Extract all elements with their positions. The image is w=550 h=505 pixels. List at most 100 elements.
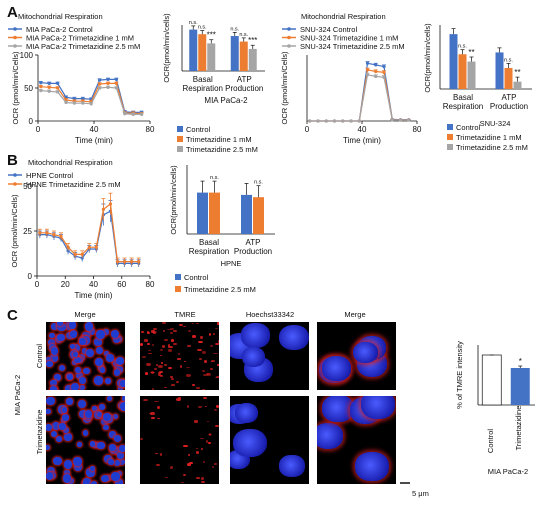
cell-nucleus: [86, 468, 96, 477]
data-point: [108, 202, 113, 206]
data-point: [332, 119, 337, 123]
data-point: [316, 119, 320, 123]
mitochondria-signal: [205, 372, 211, 375]
bar: [241, 194, 252, 234]
cell-nucleus: [67, 373, 74, 380]
mitochondria-signal: [209, 333, 212, 337]
mitochondria-signal: [200, 448, 204, 450]
mitochondria-signal: [140, 343, 144, 347]
cell-nucleus: [73, 457, 82, 467]
significance-label: n.s.: [504, 57, 513, 63]
significance-label: n.s.: [198, 25, 207, 31]
cell-nucleus: [66, 331, 74, 340]
data-point: [47, 85, 51, 89]
cell-nucleus: [70, 330, 78, 338]
mitochondria-signal: [140, 438, 144, 441]
cell-nucleus: [85, 348, 95, 358]
mitochondria-signal: [191, 335, 197, 338]
cell-nucleus: [92, 406, 98, 412]
cell-nucleus: [111, 472, 120, 481]
cell-nucleus: [114, 434, 122, 443]
data-point: [101, 207, 105, 211]
cell-nucleus: [81, 348, 88, 354]
data-point: [106, 77, 110, 82]
cell-nucleus: [79, 384, 85, 390]
cell-nucleus: [101, 474, 109, 483]
cell-nucleus: [241, 323, 271, 348]
y-tick-label: 0: [28, 272, 33, 281]
cell-nucleus: [84, 410, 93, 419]
bar-group-label: HPNE: [221, 259, 242, 268]
cell-nucleus: [62, 413, 69, 421]
mitochondria-signal: [152, 331, 158, 334]
series-line-2: [309, 74, 409, 122]
chart-title: Mitochondrial Respiration: [18, 12, 103, 21]
cell-nucleus: [119, 402, 125, 411]
cell-nucleus: [46, 396, 55, 406]
cell-nucleus: [49, 386, 57, 390]
panel-label-a: A: [7, 4, 18, 21]
legend-swatch-0: [177, 126, 183, 132]
mitochondria-signal: [167, 345, 173, 349]
cell-nucleus: [82, 430, 89, 436]
cell-nucleus: [61, 407, 67, 413]
cell-nucleus: [104, 378, 111, 385]
significance-label: **: [468, 48, 474, 57]
cell-nucleus: [110, 329, 119, 339]
data-point: [349, 119, 353, 123]
category-label: Respiration: [443, 102, 483, 111]
mitochondria-signal: [201, 476, 204, 480]
category-label: ATP: [502, 93, 517, 102]
mitochondria-signal: [182, 325, 187, 327]
mitochondria-signal: [151, 344, 154, 347]
cell-nucleus: [78, 409, 88, 419]
y-tick-label: 50: [24, 84, 33, 93]
mitochondria-signal: [182, 444, 188, 448]
bar: [239, 41, 248, 71]
mitochondria-signal: [146, 342, 151, 346]
x-tick-label: 0: [35, 280, 40, 289]
cell-nucleus: [92, 441, 100, 449]
cell-nucleus: [89, 441, 96, 447]
cell-nucleus: [64, 433, 72, 441]
bar: [513, 81, 522, 89]
legend-label: MIA PaCa-2 Trimetazidine 2.5 mM: [26, 42, 140, 51]
cell-nucleus: [46, 409, 51, 415]
mitochondria-signal: [151, 388, 154, 390]
data-point: [357, 119, 361, 123]
legend-label: HPNE Trimetazidine 2.5 mM: [26, 180, 121, 189]
significance-label: n.s.: [230, 26, 239, 32]
mitochondria-signal: [193, 420, 199, 423]
mitochondria-signal: [164, 363, 167, 367]
micrograph-hoechst: [230, 322, 309, 390]
bar: [209, 192, 220, 234]
data-point: [382, 64, 386, 69]
cell-nucleus: [49, 332, 55, 338]
category-label: Basal: [453, 93, 473, 102]
column-header: TMRE: [174, 310, 195, 319]
mitochondria-signal: [202, 370, 206, 373]
mitochondria-signal: [214, 328, 218, 330]
data-point: [72, 96, 76, 101]
x-tick-label: 20: [61, 280, 70, 289]
bar-group-label: MIA PaCa-2: [488, 467, 528, 476]
cell-nucleus: [82, 331, 90, 340]
legend-label: MIA PaCa-2 Trimetazidine 1 mM: [26, 34, 134, 43]
data-point: [382, 75, 386, 79]
micrograph-merge-big: [317, 322, 396, 390]
column-header: Hoechst33342: [246, 310, 294, 319]
category-label: Basal: [193, 75, 213, 84]
legend-label: Trimetazidine 2.5 mM: [456, 143, 528, 152]
cell-nucleus: [102, 328, 109, 335]
category-label: ATP: [237, 75, 252, 84]
cell-nucleus: [73, 351, 79, 357]
mitochondria-signal: [158, 364, 163, 368]
mitochondria-signal: [171, 378, 174, 381]
mitochondria-signal: [200, 437, 204, 439]
cell-nucleus: [57, 322, 63, 326]
data-point: [98, 86, 102, 90]
legend-label: SNU-324 Trimetazidine 1 mM: [300, 34, 398, 43]
mitochondria-signal: [156, 364, 159, 366]
cell-nucleus: [234, 402, 259, 424]
micrograph-merge-grid: [46, 396, 125, 484]
